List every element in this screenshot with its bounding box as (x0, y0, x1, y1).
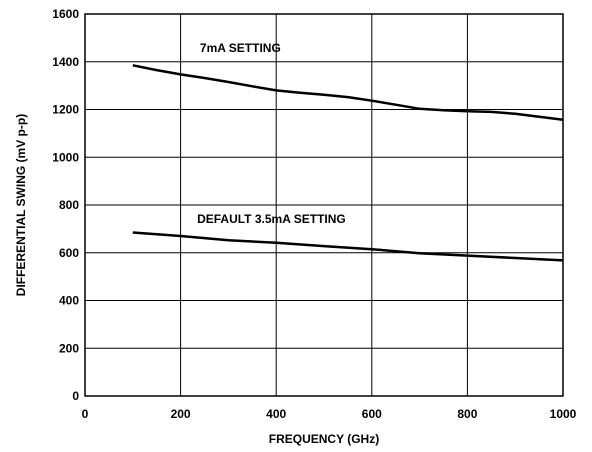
x-tick-label: 600 (362, 407, 382, 421)
x-tick-label: 1000 (550, 407, 577, 421)
y-tick-labels: 0 200 400 600 800 1000 1200 1400 1600 (52, 7, 79, 403)
y-tick-label: 1600 (52, 7, 79, 21)
y-tick-label: 600 (59, 246, 79, 260)
annotations: 7mA SETTING DEFAULT 3.5mA SETTING (197, 41, 346, 226)
y-tick-label: 200 (59, 341, 79, 355)
y-axis-title: DIFFERENTIAL SWING (mV p-p) (14, 114, 28, 296)
x-axis-title: FREQUENCY (GHz) (269, 432, 379, 446)
series-line-1 (132, 64, 564, 122)
series-lines (132, 64, 564, 262)
y-tick-label: 1000 (52, 150, 79, 164)
y-tick-label: 800 (59, 198, 79, 212)
x-tick-label: 800 (457, 407, 477, 421)
series-annotation: 7mA SETTING (200, 41, 281, 55)
series-annotation: DEFAULT 3.5mA SETTING (197, 212, 346, 226)
y-tick-label: 400 (59, 294, 79, 308)
y-tick-label: 1400 (52, 55, 79, 69)
y-tick-label: 0 (72, 389, 79, 403)
x-tick-label: 0 (82, 407, 89, 421)
series-line-2 (132, 231, 564, 262)
x-tick-labels: 0 200 400 600 800 1000 (82, 407, 577, 421)
x-tick-label: 200 (171, 407, 191, 421)
x-tick-label: 400 (266, 407, 286, 421)
plot-area (84, 13, 564, 397)
y-tick-label: 1200 (52, 103, 79, 117)
